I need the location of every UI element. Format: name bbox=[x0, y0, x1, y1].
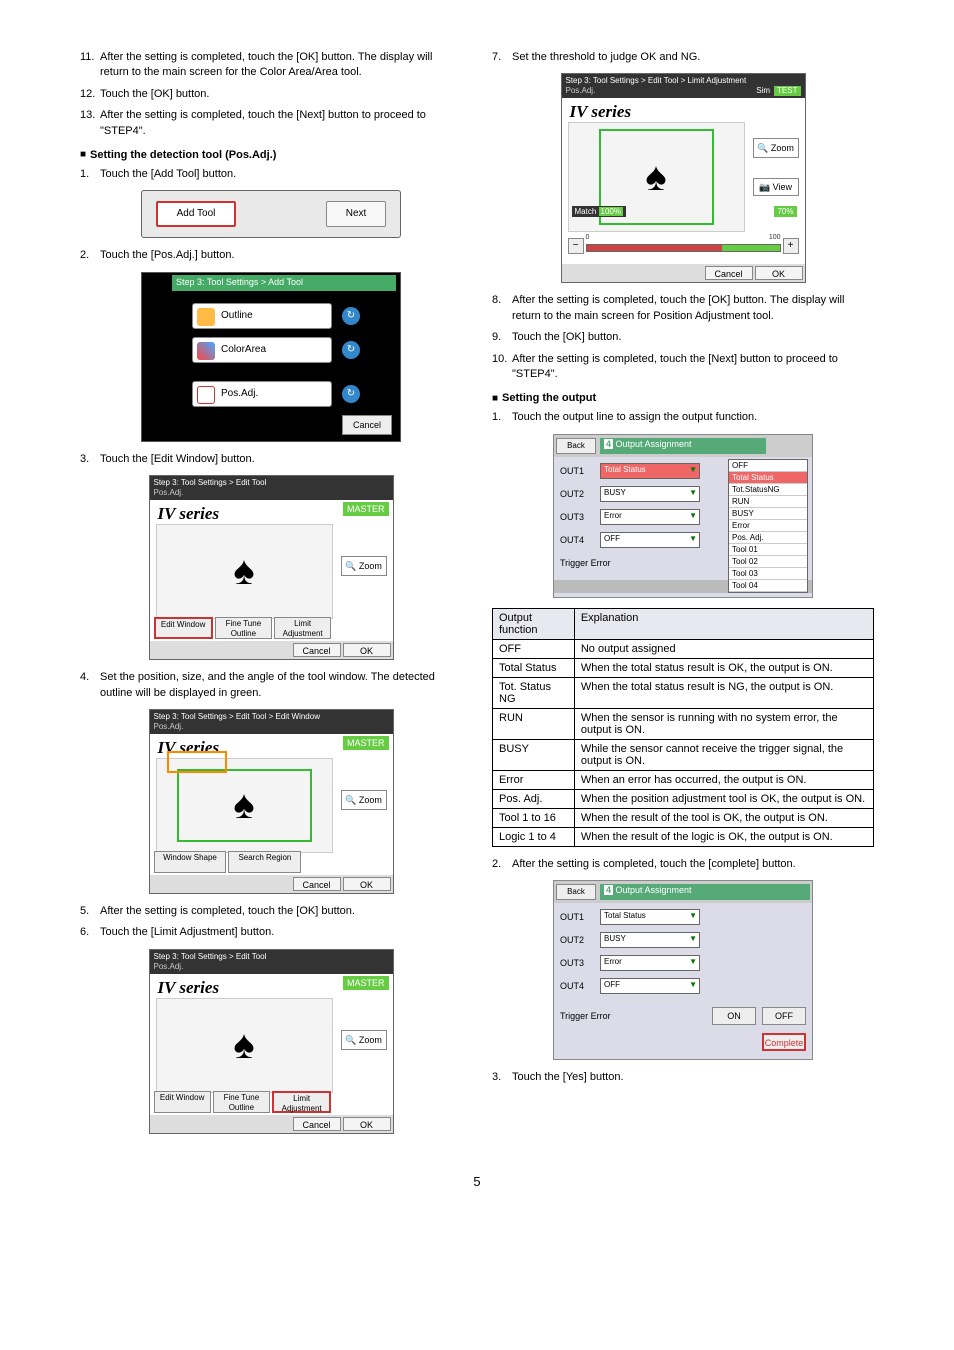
screenshot-output-assign-menu: Back 4 Output Assignment OUT1Total Statu… bbox=[553, 434, 813, 598]
posadj-steps: 1.Touch the [Add Tool] button. bbox=[80, 167, 462, 182]
search-region-button[interactable]: Search Region bbox=[228, 851, 301, 873]
plus-button[interactable]: + bbox=[783, 238, 799, 254]
dropdown-menu[interactable]: OFF Total Status Tot.StatusNG RUN BUSY E… bbox=[728, 459, 808, 593]
screenshot-edit-window: Step 3: Tool Settings > Edit Tool > Edit… bbox=[149, 709, 394, 894]
minus-button[interactable]: − bbox=[568, 238, 584, 254]
continued-list: 11.After the setting is completed, touch… bbox=[80, 50, 462, 139]
limit-adj-button[interactable]: Limit Adjustment bbox=[274, 617, 331, 639]
right-column: 7.Set the threshold to judge OK and NG. … bbox=[492, 50, 874, 1144]
info-icon[interactable]: ↻ bbox=[342, 307, 360, 325]
step-8: After the setting is completed, touch th… bbox=[512, 293, 874, 324]
row-outline[interactable]: Outline bbox=[192, 303, 332, 329]
window-shape-button[interactable]: Window Shape bbox=[154, 851, 227, 873]
output-function-table: Output functionExplanation OFFNo output … bbox=[492, 608, 874, 847]
cancel-button[interactable]: Cancel bbox=[293, 643, 341, 657]
posadj-step-6: Touch the [Limit Adjustment] button. bbox=[100, 925, 462, 940]
table-row: Tot. Status NGWhen the total status resu… bbox=[493, 677, 874, 708]
preview-canvas: ♠ bbox=[156, 758, 333, 853]
posadj-step-5: After the setting is completed, touch th… bbox=[100, 904, 462, 919]
left-column: 11.After the setting is completed, touch… bbox=[80, 50, 462, 1144]
test-badge: TEST bbox=[774, 86, 800, 96]
step-12: Touch the [OK] button. bbox=[100, 87, 462, 102]
step-10: After the setting is completed, touch th… bbox=[512, 352, 874, 383]
table-row: Logic 1 to 4When the result of the logic… bbox=[493, 827, 874, 846]
out-step-1: Touch the output line to assign the outp… bbox=[512, 410, 874, 425]
outline-icon bbox=[197, 308, 215, 326]
threshold-value: 70% bbox=[774, 206, 796, 217]
posadj-step-1: Touch the [Add Tool] button. bbox=[100, 167, 462, 182]
posadj-icon bbox=[197, 386, 215, 404]
ok-button[interactable]: OK bbox=[343, 643, 391, 657]
table-row: Pos. Adj.When the position adjustment to… bbox=[493, 789, 874, 808]
table-row: ErrorWhen an error has occurred, the out… bbox=[493, 770, 874, 789]
posadj-step-4: Set the position, size, and the angle of… bbox=[100, 670, 462, 701]
out-step-3: Touch the [Yes] button. bbox=[512, 1070, 874, 1085]
table-row: Total StatusWhen the total status result… bbox=[493, 658, 874, 677]
step-9: Touch the [OK] button. bbox=[512, 330, 874, 345]
page-number: 5 bbox=[80, 1174, 874, 1189]
toollist-title: Step 3: Tool Settings > Add Tool bbox=[172, 275, 396, 291]
screenshot-add-tool: Add Tool Next bbox=[141, 190, 401, 238]
info-icon[interactable]: ↻ bbox=[342, 385, 360, 403]
table-row: Tool 1 to 16When the result of the tool … bbox=[493, 808, 874, 827]
screenshot-edit-tool: Step 3: Tool Settings > Edit ToolPos.Adj… bbox=[149, 475, 394, 660]
step-11: After the setting is completed, touch th… bbox=[100, 50, 462, 81]
screenshot-tool-list: Step 3: Tool Settings > Add Tool Outline… bbox=[141, 272, 401, 442]
posadj-step-3: Touch the [Edit Window] button. bbox=[100, 452, 462, 467]
limit-adj-button[interactable]: Limit Adjustment bbox=[272, 1091, 331, 1113]
oa-title: 4 Output Assignment bbox=[600, 438, 766, 454]
table-row: BUSYWhile the sensor cannot receive the … bbox=[493, 739, 874, 770]
on-button[interactable]: ON bbox=[712, 1007, 756, 1025]
heading-output: Setting the output bbox=[492, 392, 874, 404]
out-step-2: After the setting is completed, touch th… bbox=[512, 857, 874, 872]
back-button[interactable]: Back bbox=[556, 438, 596, 454]
iv-title: IV series bbox=[158, 504, 220, 524]
table-header: Output function bbox=[493, 608, 575, 639]
colorarea-icon bbox=[197, 342, 215, 360]
step-7: Set the threshold to judge OK and NG. bbox=[512, 50, 874, 65]
screenshot-output-assign-complete: Back 4 Output Assignment OUT1Total Statu… bbox=[553, 880, 813, 1060]
out3-select[interactable]: Error bbox=[600, 509, 700, 525]
fine-tune-button[interactable]: Fine Tune Outline bbox=[215, 617, 272, 639]
out4-select[interactable]: OFF bbox=[600, 532, 700, 548]
edit-window-button[interactable]: Edit Window bbox=[154, 617, 213, 639]
two-column-layout: 11.After the setting is completed, touch… bbox=[80, 50, 874, 1144]
zoom-button[interactable]: 🔍 Zoom bbox=[341, 556, 387, 576]
off-button[interactable]: OFF bbox=[762, 1007, 806, 1025]
complete-button[interactable]: Complete bbox=[762, 1033, 806, 1051]
view-button[interactable]: 📷 View bbox=[753, 178, 799, 196]
table-row: OFFNo output assigned bbox=[493, 639, 874, 658]
preview-canvas: ♠ bbox=[156, 524, 333, 619]
match-label: Match 100% bbox=[572, 206, 627, 217]
master-badge: MASTER bbox=[343, 502, 389, 516]
screenshot-limit-hl: Step 3: Tool Settings > Edit ToolPos.Adj… bbox=[149, 949, 394, 1134]
row-posadj[interactable]: Pos.Adj. bbox=[192, 381, 332, 407]
row-colorarea[interactable]: ColorArea bbox=[192, 337, 332, 363]
add-tool-button[interactable]: Add Tool bbox=[156, 201, 236, 227]
table-header: Explanation bbox=[574, 608, 873, 639]
posadj-step-2: Touch the [Pos.Adj.] button. bbox=[100, 248, 462, 263]
next-button[interactable]: Next bbox=[326, 201, 386, 227]
out2-select[interactable]: BUSY bbox=[600, 486, 700, 502]
screenshot-threshold: Step 3: Tool Settings > Edit Tool > Limi… bbox=[561, 73, 806, 283]
info-icon[interactable]: ↻ bbox=[342, 341, 360, 359]
table-row: RUNWhen the sensor is running with no sy… bbox=[493, 708, 874, 739]
threshold-slider[interactable]: − + 0 100 bbox=[568, 234, 799, 260]
cancel-button[interactable]: Cancel bbox=[342, 415, 392, 435]
heading-posadj: Setting the detection tool (Pos.Adj.) bbox=[80, 149, 462, 161]
out1-select[interactable]: Total Status bbox=[600, 463, 700, 479]
step-13: After the setting is completed, touch th… bbox=[100, 108, 462, 139]
